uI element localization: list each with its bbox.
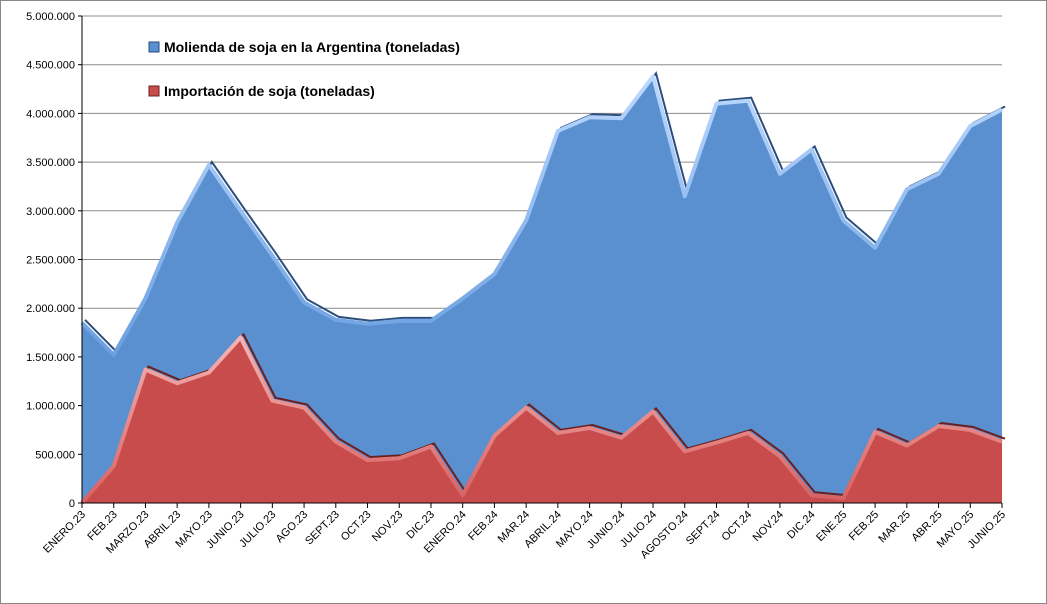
y-tick-label: 500.000 [35, 449, 75, 461]
series-area-molienda [82, 76, 1002, 503]
x-tick-label: SEPT.24 [684, 509, 723, 548]
y-tick-label: 4.500.000 [26, 60, 75, 72]
x-tick-label: OCT.23 [339, 509, 374, 544]
plot-areas [80, 71, 1006, 505]
y-tick-label: 0 [69, 498, 75, 510]
x-tick-label: OCT.24 [719, 509, 754, 544]
y-tick-label: 5.000.000 [26, 11, 75, 23]
y-tick-label: 3.000.000 [26, 206, 75, 218]
legend-swatch [148, 41, 160, 53]
x-tick-label: NOV.24 [751, 509, 786, 544]
y-tick-label: 2.000.000 [26, 303, 75, 315]
series-highlight-edge [80, 74, 1003, 357]
y-tick-label: 1.000.000 [26, 401, 75, 413]
x-tick-label: FEB.24 [466, 509, 500, 543]
x-tick-label: MAR.25 [876, 509, 913, 546]
legend-label: Molienda de soja en la Argentina (tonela… [164, 39, 460, 55]
x-tick-label: FEB.25 [847, 509, 881, 543]
x-tick-label: NOV.23 [370, 509, 405, 544]
x-tick-label: ENE.25 [814, 509, 849, 544]
legend: Molienda de soja en la Argentina (tonela… [148, 39, 460, 99]
x-tick-label: ENERO.23 [41, 509, 88, 556]
legend-label: Importación de soja (toneladas) [164, 83, 375, 99]
y-tick-label: 2.500.000 [26, 255, 75, 267]
x-tick-label: DIC.24 [785, 509, 818, 542]
y-tick-label: 3.500.000 [26, 157, 75, 169]
y-tick-label: 1.500.000 [26, 352, 75, 364]
series-highlight-edge [80, 335, 1003, 505]
x-tick-label: SEPT.23 [303, 509, 342, 548]
y-tick-label: 4.000.000 [26, 108, 75, 120]
legend-swatch [148, 85, 160, 97]
